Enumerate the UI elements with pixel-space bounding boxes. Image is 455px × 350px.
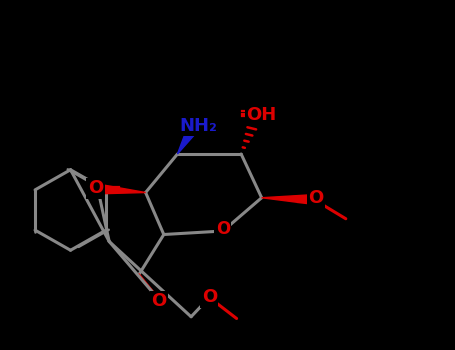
- Polygon shape: [177, 122, 202, 154]
- Text: O: O: [216, 220, 230, 238]
- Text: NH₂: NH₂: [179, 117, 217, 135]
- Polygon shape: [97, 184, 146, 194]
- Polygon shape: [262, 195, 314, 204]
- Text: O: O: [152, 292, 167, 310]
- Text: O: O: [308, 189, 324, 208]
- Text: O: O: [88, 179, 103, 197]
- Text: O: O: [202, 288, 217, 307]
- Text: OH: OH: [247, 106, 277, 125]
